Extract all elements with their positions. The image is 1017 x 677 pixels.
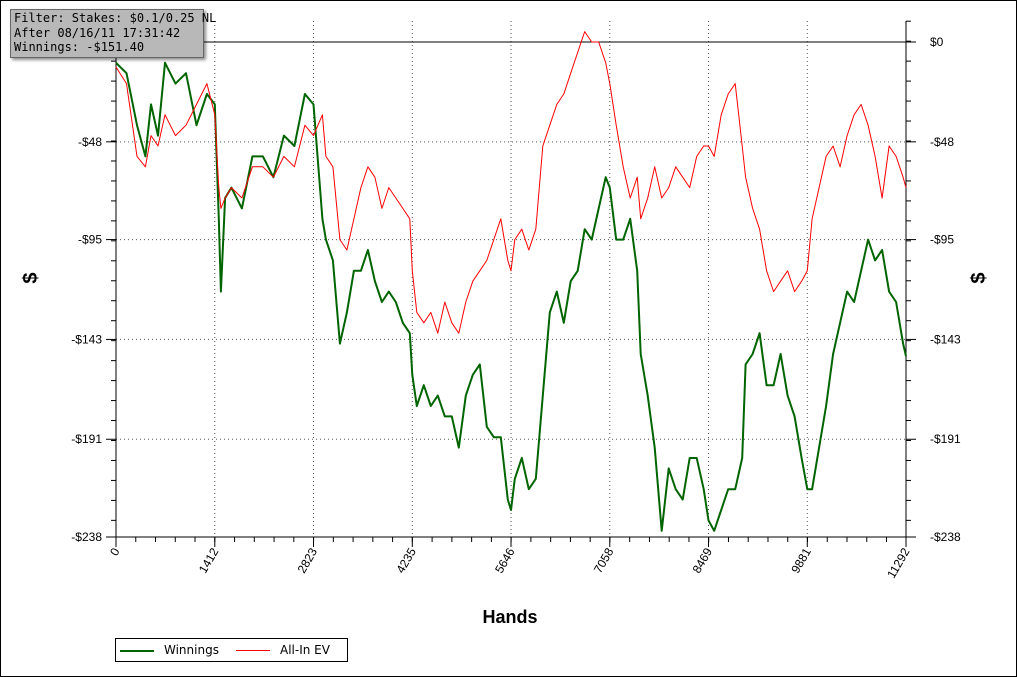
x-tick-label: 0 [107, 545, 123, 558]
y-tick-label-left: -$95 [78, 233, 102, 247]
x-tick-label: 1412 [196, 545, 222, 575]
y-tick-label-left: -$238 [71, 530, 102, 544]
axes [115, 21, 907, 538]
tick-labels: $0$0-$48-$48-$95-$95-$143-$143-$191-$191… [71, 35, 961, 581]
x-tick-label: 2823 [295, 545, 321, 575]
winnings-total-text: Winnings: -$151.40 [14, 40, 145, 54]
grid [116, 21, 906, 537]
legend-swatch-all-in-ev [236, 650, 270, 651]
winnings-line [115, 61, 907, 532]
legend-item-all-in-ev: All-In EV [236, 642, 330, 658]
x-tick-label: 4235 [393, 545, 419, 575]
y-tick-label-right: -$48 [930, 135, 954, 149]
all-in-ev-line [115, 31, 907, 334]
y-tick-label-right: -$191 [930, 432, 961, 446]
tick-marks [106, 20, 916, 547]
y-tick-label-left: -$48 [78, 135, 102, 149]
legend-swatch-winnings [120, 649, 154, 652]
y-tick-label-left: -$143 [71, 332, 102, 346]
x-tick-label: 9881 [788, 545, 814, 575]
y-tick-label-right: -$95 [930, 233, 954, 247]
filter-info-box: Filter: Stakes: $0.1/0.25 NL After 08/16… [10, 9, 217, 58]
x-axis-label: Hands [482, 607, 537, 627]
legend-label-winnings: Winnings [164, 643, 219, 657]
series [115, 31, 907, 532]
chart-legend: Winnings All-In EV [115, 638, 348, 662]
y-axis-label-left: $ [20, 272, 42, 283]
y-tick-label-right: -$238 [930, 530, 961, 544]
x-tick-label: 8469 [690, 545, 716, 575]
x-tick-label: 7058 [591, 545, 617, 575]
legend-item-winnings: Winnings [120, 642, 219, 658]
y-tick-label-right: $0 [930, 35, 944, 49]
x-tick-label: 11292 [884, 545, 913, 580]
y-tick-label-left: -$191 [71, 432, 102, 446]
y-tick-label-right: -$143 [930, 332, 961, 346]
x-tick-label: 5646 [492, 545, 518, 575]
legend-label-all-in-ev: All-In EV [280, 643, 330, 657]
filter-date-text: After 08/16/11 17:31:42 [14, 25, 181, 40]
y-axis-label-right: $ [968, 272, 990, 283]
filter-stakes-text: Filter: Stakes: $0.1/0.25 NL [14, 11, 217, 25]
